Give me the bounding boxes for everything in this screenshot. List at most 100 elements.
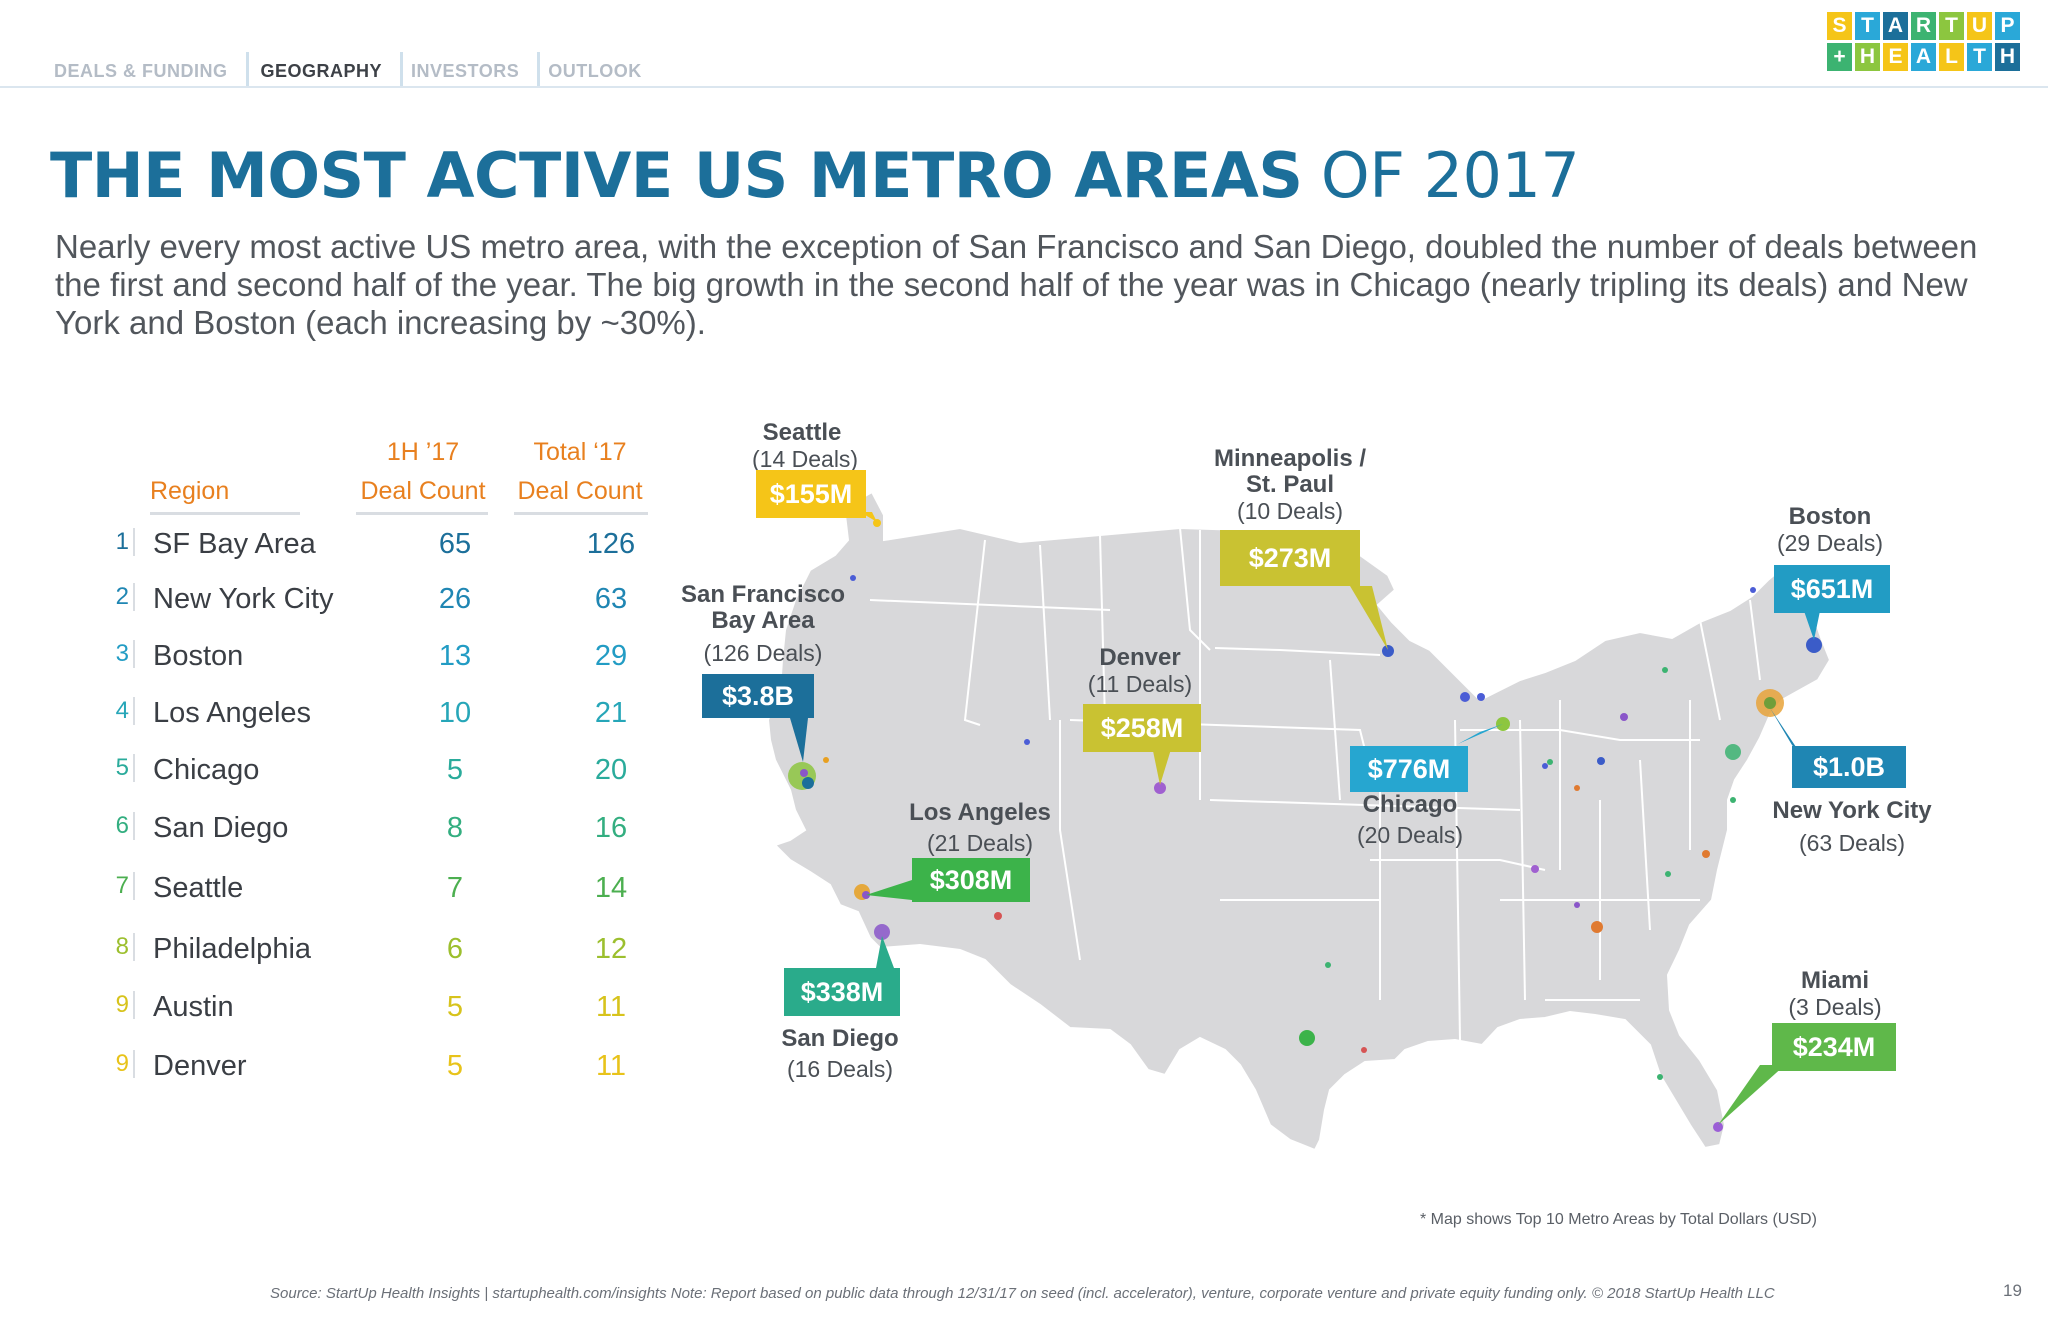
logo-letter: U (1967, 12, 1992, 40)
rank-number: 3 (113, 640, 135, 668)
label-denver-deals: (11 Deals) (1087, 671, 1193, 697)
label-seattle-deals: (14 Deals) (752, 446, 859, 472)
label-minneapolis-deals: (10 Deals) (1236, 498, 1344, 524)
logo-letter: E (1883, 43, 1908, 71)
rank-number: 9 (113, 1050, 135, 1078)
nav-tab-deals-funding[interactable]: DEALS & FUNDING (54, 61, 228, 81)
h1-deal-count: 65 (438, 528, 472, 560)
total-deal-count: 21 (594, 697, 628, 729)
nav-tab-outlook[interactable]: OUTLOOK (537, 52, 654, 88)
rank-number: 4 (113, 697, 135, 725)
amount-pill-la: $308M (912, 858, 1030, 902)
region-name: San Diego (153, 812, 289, 844)
label-nyc-name: New York City (1772, 797, 1932, 824)
h1-deal-count: 10 (438, 697, 472, 729)
total-deal-count: 126 (586, 528, 636, 560)
label-sandiego-deals: (16 Deals) (786, 1056, 894, 1082)
region-name: Boston (153, 640, 244, 672)
page-title: THE MOST ACTIVE US METRO AREAS OF 2017 (50, 135, 1580, 213)
rank-number: 8 (113, 933, 135, 961)
h1-deal-count: 5 (446, 991, 464, 1023)
label-san-diego: San Diego (16 Deals) (760, 1025, 920, 1083)
region-name: Denver (153, 1050, 247, 1082)
h1-deal-count: 7 (446, 872, 464, 904)
label-boston: Boston (29 Deals) (1750, 504, 1910, 557)
amount-pill-nyc: $1.0B (1792, 746, 1906, 788)
region-name: Chicago (153, 754, 260, 786)
logo-letter: T (1967, 43, 1992, 71)
label-seattle: Seattle (14 Deals) (752, 419, 859, 473)
label-chicago: Chicago (20 Deals) (1330, 791, 1490, 849)
label-sf-name2: Bay Area (711, 607, 815, 634)
logo-letter: S (1827, 12, 1852, 40)
label-los-angeles: Los Angeles (21 Deals) (890, 800, 1070, 857)
logo-letter: H (1995, 43, 2020, 71)
amount-pill-seattle: $155M (756, 470, 866, 518)
amount-pill-miami: $234M (1772, 1023, 1896, 1071)
header-h1-bottom: Deal Count (360, 477, 486, 505)
rank-number: 6 (113, 812, 135, 840)
amount-pill-denver: $258M (1083, 704, 1201, 752)
h1-deal-count: 6 (446, 933, 464, 965)
label-chicago-name: Chicago (1362, 791, 1458, 818)
top-nav: DEALS & FUNDING GEOGRAPHY INVESTORS OUTL… (50, 52, 660, 88)
label-chicago-deals: (20 Deals) (1356, 822, 1464, 848)
rank-number: 9 (113, 991, 135, 1019)
total-deal-count: 14 (594, 872, 628, 904)
nav-tab-geography[interactable]: GEOGRAPHY (245, 52, 395, 88)
h1-deal-count: 13 (438, 640, 472, 672)
h1-deal-count: 26 (438, 583, 472, 615)
page-title-year: OF 2017 (1320, 139, 1580, 212)
logo-letter: + (1827, 43, 1852, 71)
nav-tab-investors[interactable]: INVESTORS (400, 52, 531, 88)
total-deal-count: 16 (594, 812, 628, 844)
amount-pill-sandiego: $338M (784, 968, 900, 1016)
amount-pill-chicago: $776M (1350, 746, 1468, 792)
logo-letter: L (1939, 43, 1964, 71)
rank-number: 5 (113, 754, 135, 782)
source-note: Source: StartUp Health Insights | startu… (270, 1285, 1775, 1302)
h1-deal-count: 5 (446, 754, 464, 786)
total-deal-count: 63 (594, 583, 628, 615)
label-sandiego-name: San Diego (781, 1025, 899, 1052)
h1-deal-count: 8 (446, 812, 464, 844)
total-deal-count: 29 (594, 640, 628, 672)
header-underline (356, 512, 488, 515)
label-sf-deals: (126 Deals) (703, 640, 823, 666)
header-total-top: Total ‘17 (533, 438, 627, 466)
page-subtitle: Nearly every most active US metro area, … (55, 228, 1978, 341)
rank-number: 1 (113, 528, 135, 556)
label-sf-bay-area: San Francisco Bay Area (126 Deals) (660, 582, 866, 667)
logo-letter: T (1939, 12, 1964, 40)
page-title-bold: THE MOST ACTIVE US METRO AREAS (50, 139, 1303, 212)
label-boston-deals: (29 Deals) (1776, 530, 1884, 556)
label-seattle-name: Seattle (762, 419, 842, 446)
nav-divider (0, 86, 2048, 88)
label-miami-name: Miami (1800, 967, 1869, 994)
label-minneapolis-name1: Minneapolis / (1213, 445, 1366, 472)
region-name: New York City (153, 583, 334, 615)
region-name: Los Angeles (153, 697, 312, 729)
logo-letter: R (1911, 12, 1936, 40)
label-nyc-deals: (63 Deals) (1798, 830, 1906, 856)
rank-number: 2 (113, 583, 135, 611)
logo-letter: H (1855, 43, 1880, 71)
metro-markers (788, 519, 1822, 1132)
header-underline (514, 512, 648, 515)
map-footnote: * Map shows Top 10 Metro Areas by Total … (1420, 1211, 1817, 1228)
total-deal-count: 11 (595, 1050, 627, 1082)
header-underline (150, 512, 300, 515)
page-number: 19 (2003, 1281, 2022, 1300)
label-miami-deals: (3 Deals) (1788, 994, 1882, 1020)
label-denver: Denver (11 Deals) (1060, 644, 1220, 698)
region-name: SF Bay Area (153, 528, 316, 560)
header-region: Region (150, 477, 230, 505)
label-minneapolis: Minneapolis / St. Paul (10 Deals) (1180, 445, 1400, 525)
label-denver-name: Denver (1099, 644, 1181, 671)
h1-deal-count: 5 (446, 1050, 464, 1082)
logo-letter: A (1911, 43, 1936, 71)
amount-pill-minneapolis: $273M (1220, 530, 1360, 586)
region-name: Seattle (153, 872, 244, 904)
logo-letter: T (1855, 12, 1880, 40)
